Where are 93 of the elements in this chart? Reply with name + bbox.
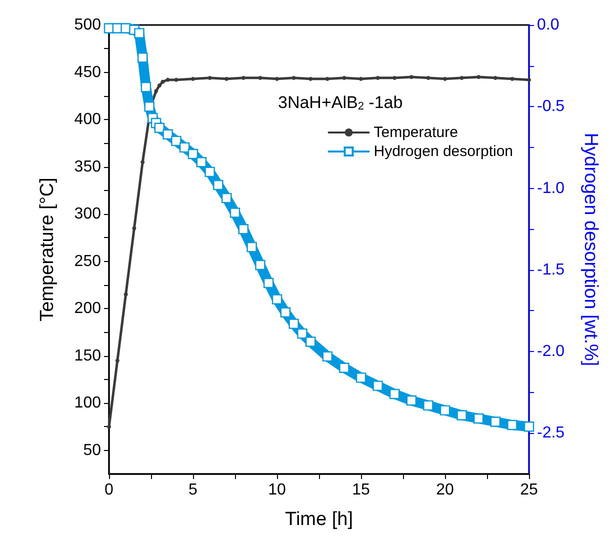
point <box>154 122 164 133</box>
point <box>524 422 534 432</box>
point <box>356 372 366 383</box>
y2-tick-label: -2.0 <box>537 343 565 360</box>
y-axis-title: Temperature [°C] <box>37 178 58 322</box>
point <box>140 160 145 164</box>
point <box>476 74 481 79</box>
y2-tick-label: -1.0 <box>537 180 565 197</box>
point <box>392 76 397 80</box>
point <box>115 358 120 363</box>
point <box>174 78 178 82</box>
point <box>342 76 346 80</box>
point <box>297 328 308 339</box>
point <box>188 148 198 160</box>
x-tick-label: 15 <box>352 482 370 498</box>
y-tick-label: 500 <box>74 16 102 34</box>
y2-axis-title: Hydrogen desorption [wt.%] <box>580 132 601 366</box>
point <box>166 78 170 82</box>
x-tick-label: 20 <box>436 482 454 498</box>
point <box>208 76 212 80</box>
y-tick-label: 400 <box>74 111 102 128</box>
point <box>493 76 498 80</box>
y-tick-label: 50 <box>83 442 102 459</box>
point <box>191 76 195 81</box>
point <box>456 410 467 420</box>
point <box>339 362 350 373</box>
point <box>246 242 257 252</box>
point <box>306 336 316 347</box>
x-tick-label: 0 <box>104 482 114 498</box>
point <box>104 23 114 34</box>
point <box>224 76 229 81</box>
x-tick-label: 10 <box>268 482 286 498</box>
point <box>423 400 434 411</box>
legend-label: Hydrogen desorption <box>374 143 514 160</box>
point <box>527 78 531 82</box>
x-tick-label: 5 <box>188 482 198 498</box>
x-axis-title: Time [h] <box>285 509 353 530</box>
point <box>132 226 136 230</box>
point <box>426 76 430 80</box>
point <box>460 76 464 80</box>
point <box>204 166 215 178</box>
legend-label: Temperature <box>374 124 458 141</box>
point <box>406 395 416 406</box>
point <box>376 76 380 80</box>
y-tick-label: 450 <box>74 64 102 81</box>
point <box>409 74 414 79</box>
point <box>222 192 232 204</box>
point <box>180 142 190 153</box>
point <box>507 420 518 430</box>
point <box>474 413 484 424</box>
point <box>255 260 266 270</box>
point <box>140 82 152 92</box>
y2-tick-label: -2.5 <box>537 424 565 442</box>
point <box>134 28 144 38</box>
point <box>196 157 206 168</box>
y-tick-label: 100 <box>74 394 102 412</box>
point <box>238 224 248 234</box>
point <box>292 76 296 80</box>
y-tick-label: 200 <box>74 300 102 318</box>
point <box>160 80 165 84</box>
y-tick-label: 350 <box>74 158 102 176</box>
point <box>322 351 332 362</box>
point <box>241 76 246 80</box>
point <box>171 136 182 146</box>
point <box>157 84 162 88</box>
point <box>490 416 500 427</box>
point <box>258 76 262 80</box>
y2-tick-label: -1.5 <box>537 261 565 278</box>
point <box>120 23 131 34</box>
y-tick-label: 250 <box>74 252 102 270</box>
point <box>144 102 154 112</box>
y-tick-label: 300 <box>74 206 102 223</box>
point <box>372 380 383 391</box>
point <box>213 180 224 190</box>
point <box>230 208 240 218</box>
point <box>107 424 111 429</box>
point <box>154 89 158 94</box>
point <box>308 76 313 81</box>
point <box>440 405 450 416</box>
point <box>280 307 290 318</box>
x-tick-label: 25 <box>520 482 538 498</box>
point <box>162 129 173 140</box>
y2-tick-label: 0.0 <box>537 16 560 34</box>
point <box>124 292 128 296</box>
point <box>138 52 148 63</box>
y-tick-label: 150 <box>74 347 102 364</box>
point <box>390 388 400 400</box>
y2-tick-label: -0.5 <box>537 98 565 116</box>
point <box>510 76 514 81</box>
point <box>264 278 274 288</box>
point <box>288 318 299 329</box>
point <box>325 76 330 81</box>
point <box>272 294 282 304</box>
